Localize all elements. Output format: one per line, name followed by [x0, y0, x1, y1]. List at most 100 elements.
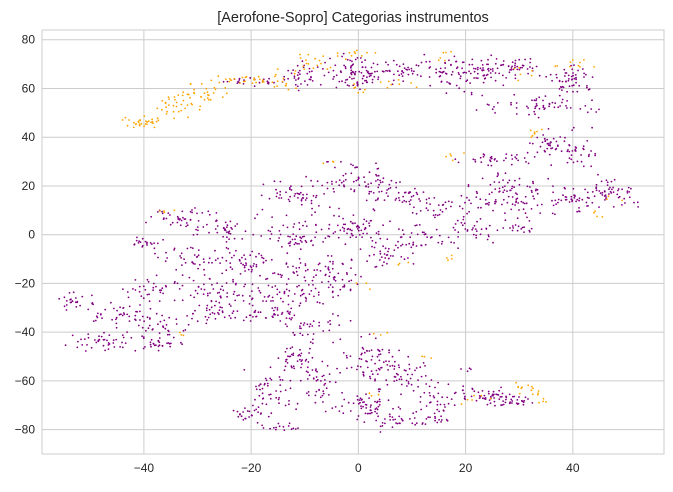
point-other — [220, 296, 222, 299]
point-other — [301, 334, 304, 337]
point-other — [433, 412, 436, 415]
point-other — [252, 233, 255, 236]
point-other — [450, 73, 453, 76]
point-other — [207, 261, 210, 264]
point-other — [457, 247, 459, 250]
point-other — [547, 142, 549, 145]
point-other — [573, 64, 575, 66]
point-other — [460, 194, 463, 197]
point-aerofone-sopro — [536, 130, 538, 133]
point-other — [251, 290, 253, 292]
point-other — [269, 427, 271, 430]
point-other — [324, 274, 327, 277]
point-other — [249, 320, 252, 322]
point-other — [152, 289, 155, 292]
point-aerofone-sopro — [397, 263, 400, 266]
point-other — [102, 344, 105, 347]
point-other — [330, 255, 333, 257]
point-other — [491, 108, 494, 111]
point-other — [408, 200, 411, 203]
point-other — [345, 354, 348, 357]
point-aerofone-sopro — [133, 121, 135, 124]
point-other — [161, 287, 164, 290]
point-other — [476, 68, 479, 71]
point-other — [418, 224, 421, 226]
point-other — [350, 69, 353, 72]
point-aerofone-sopro — [518, 67, 521, 69]
point-other — [289, 387, 292, 390]
point-other — [407, 355, 410, 358]
point-other — [312, 320, 315, 322]
point-aerofone-sopro — [607, 195, 610, 198]
point-other — [387, 195, 389, 198]
point-other — [408, 68, 411, 71]
point-other — [354, 273, 357, 276]
point-other — [371, 81, 374, 84]
point-other — [250, 270, 253, 273]
point-other — [104, 308, 107, 311]
point-other — [276, 192, 279, 195]
point-other — [224, 221, 227, 224]
point-other — [338, 179, 341, 182]
point-other — [141, 335, 144, 338]
point-other — [252, 265, 255, 267]
point-other — [242, 419, 245, 421]
point-other — [342, 286, 344, 288]
point-other — [482, 397, 484, 400]
point-other — [283, 75, 286, 78]
point-other — [583, 72, 585, 75]
point-other — [378, 183, 380, 186]
point-aerofone-sopro — [299, 53, 301, 56]
point-other — [153, 242, 156, 245]
point-other — [490, 395, 492, 398]
point-other — [423, 53, 426, 56]
point-aerofone-sopro — [239, 82, 241, 84]
point-other — [573, 77, 576, 80]
point-other — [201, 212, 204, 214]
point-other — [497, 172, 499, 175]
point-other — [393, 73, 395, 76]
point-other — [470, 93, 473, 96]
point-other — [351, 222, 354, 225]
point-other — [221, 256, 224, 259]
point-other — [301, 235, 304, 238]
point-other — [245, 262, 247, 265]
point-other — [352, 402, 355, 405]
point-aerofone-sopro — [357, 91, 360, 94]
point-other — [561, 89, 563, 91]
point-other — [279, 320, 282, 322]
point-other — [221, 311, 224, 314]
point-other — [526, 105, 528, 108]
point-other — [333, 214, 335, 217]
point-other — [415, 212, 418, 215]
point-other — [344, 81, 347, 84]
point-other — [313, 295, 315, 298]
point-other — [370, 349, 373, 351]
point-other — [285, 191, 287, 194]
point-other — [403, 369, 406, 371]
point-other — [595, 186, 598, 189]
point-other — [515, 198, 518, 201]
point-other — [512, 227, 515, 229]
point-other — [582, 145, 585, 148]
point-other — [518, 183, 521, 186]
point-other — [306, 72, 309, 75]
point-aerofone-sopro — [437, 59, 440, 62]
point-other — [296, 402, 299, 405]
point-other — [613, 178, 616, 181]
point-other — [298, 266, 301, 269]
point-other — [498, 398, 501, 401]
point-other — [579, 108, 582, 110]
point-other — [533, 99, 536, 102]
point-other — [279, 390, 282, 393]
point-aerofone-sopro — [172, 104, 175, 107]
point-aerofone-sopro — [218, 81, 221, 84]
point-other — [243, 285, 246, 288]
point-other — [428, 197, 430, 200]
point-other — [452, 226, 455, 229]
point-other — [395, 63, 398, 66]
point-other — [419, 366, 422, 369]
point-other — [140, 295, 143, 297]
point-other — [410, 195, 413, 198]
point-other — [289, 355, 292, 358]
